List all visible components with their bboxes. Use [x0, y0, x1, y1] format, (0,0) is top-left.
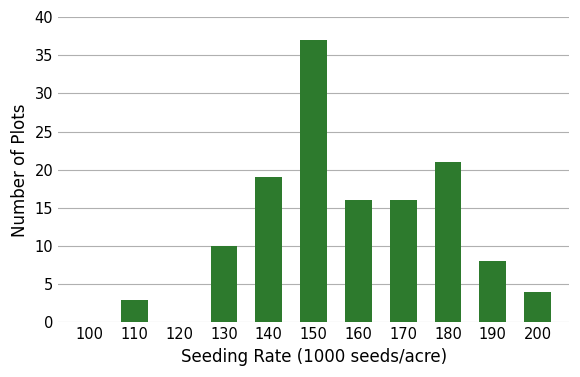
Bar [255, 178, 282, 322]
Bar [300, 40, 327, 322]
Bar [434, 162, 462, 322]
Bar [345, 200, 372, 322]
Bar [121, 300, 148, 322]
Y-axis label: Number of Plots: Number of Plots [11, 103, 29, 236]
Bar [390, 200, 416, 322]
Bar [211, 246, 237, 322]
X-axis label: Seeding Rate (1000 seeds/acre): Seeding Rate (1000 seeds/acre) [180, 348, 447, 366]
Bar [524, 292, 551, 322]
Bar [479, 261, 506, 322]
